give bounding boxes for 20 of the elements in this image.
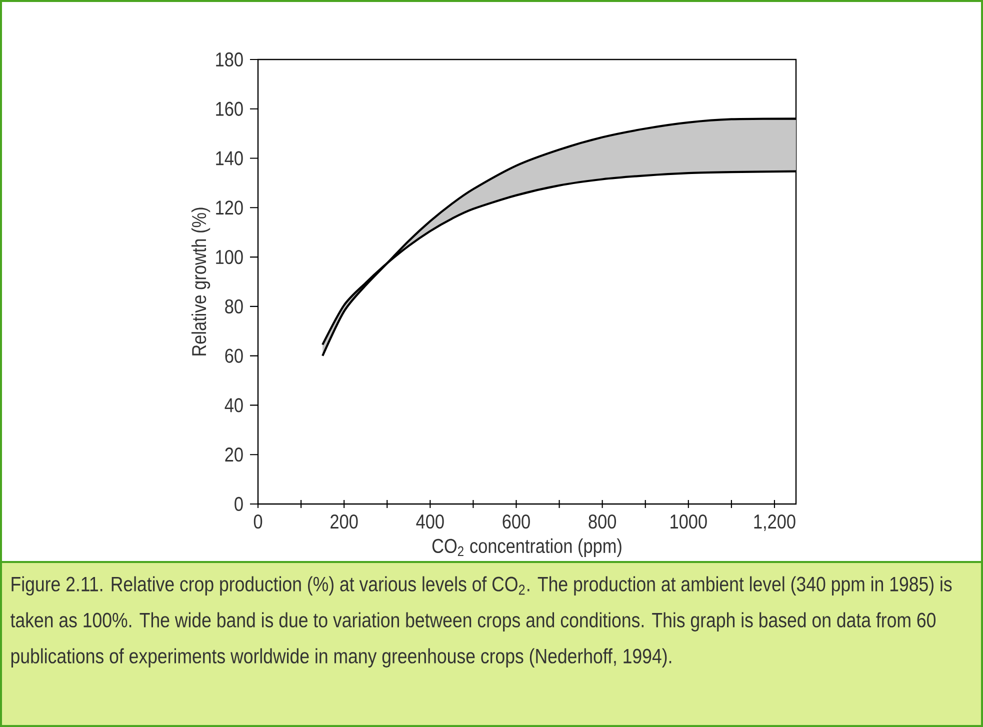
y-axis-title: Relative growth (%) [191, 208, 210, 356]
x-tick-label: 200 [330, 514, 358, 529]
y-tick-label: 140 [216, 151, 243, 166]
y-tick-label: 160 [216, 102, 243, 116]
y-tick-label: 80 [225, 299, 243, 314]
caption: Figure 2.11. Relative crop production (%) at various levels of CO$_{2}$. The production at ambient level (340 ppm in 1985) is taken as 100%. The wide band is due to variation between crops and conditions. This graph is based on data from 60 publications of experiments worldwide in many greenhouse crops (Nederhoff, 1994). [10, 576, 952, 668]
y-tick-label: 20 [225, 448, 243, 462]
y-tick-label: 100 [216, 250, 243, 264]
y-tick-label: 60 [225, 348, 243, 363]
x-tick-label: 800 [588, 514, 616, 529]
y-tick-label: 0 [234, 496, 243, 512]
y-tick-label: 180 [216, 52, 243, 67]
x-tick-label: 1,200 [754, 514, 796, 531]
x-tick-label: 600 [502, 514, 530, 529]
x-axis-title: CO$_{2}$ concentration (ppm) [432, 538, 622, 558]
x-tick-label: 1000 [670, 514, 707, 529]
x-tick-label: 400 [416, 514, 444, 529]
y-tick-label: 40 [224, 398, 243, 412]
y-tick-label: 120 [216, 200, 243, 215]
x-tick-label: 0 [254, 514, 262, 529]
